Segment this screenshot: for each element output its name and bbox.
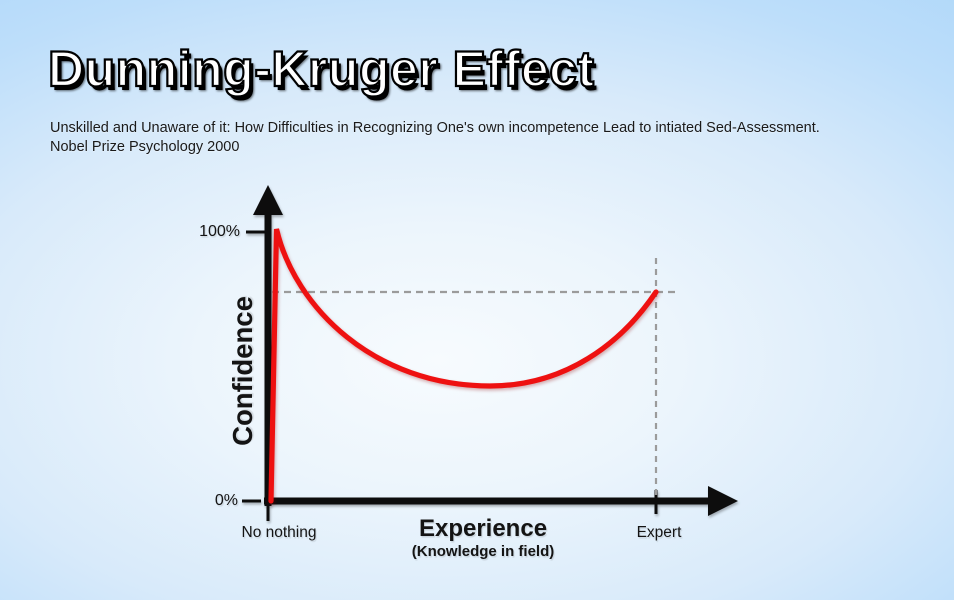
- subtitle-line-2: Nobel Prize Psychology 2000: [50, 139, 240, 155]
- page-title: Dunning-Kruger Effect: [47, 40, 595, 98]
- x-axis-tick-label-no-nothing: No nothing: [241, 524, 317, 541]
- y-axis-tick-label-0: 0%: [214, 492, 238, 509]
- curve-group: [268, 228, 659, 504]
- x-axis-arrow-icon: [708, 486, 738, 516]
- subtitle: Unskilled and Unaware of it: How Difficu…: [50, 119, 920, 157]
- x-axis-subtitle: (Knowledge in field): [411, 543, 555, 560]
- x-axis-tick-label-expert: Expert: [636, 524, 682, 541]
- y-axis-title: Confidence: [227, 296, 258, 446]
- y-axis-arrow-icon: [253, 185, 283, 215]
- reference-lines-group: [272, 258, 679, 500]
- y-axis-tick-label-100: 100%: [199, 223, 240, 240]
- axes-group: [242, 185, 738, 521]
- subtitle-line-1: Unskilled and Unaware of it: How Difficu…: [50, 120, 820, 136]
- confidence-curve: [268, 228, 659, 504]
- x-axis-title: Experience: [418, 515, 548, 542]
